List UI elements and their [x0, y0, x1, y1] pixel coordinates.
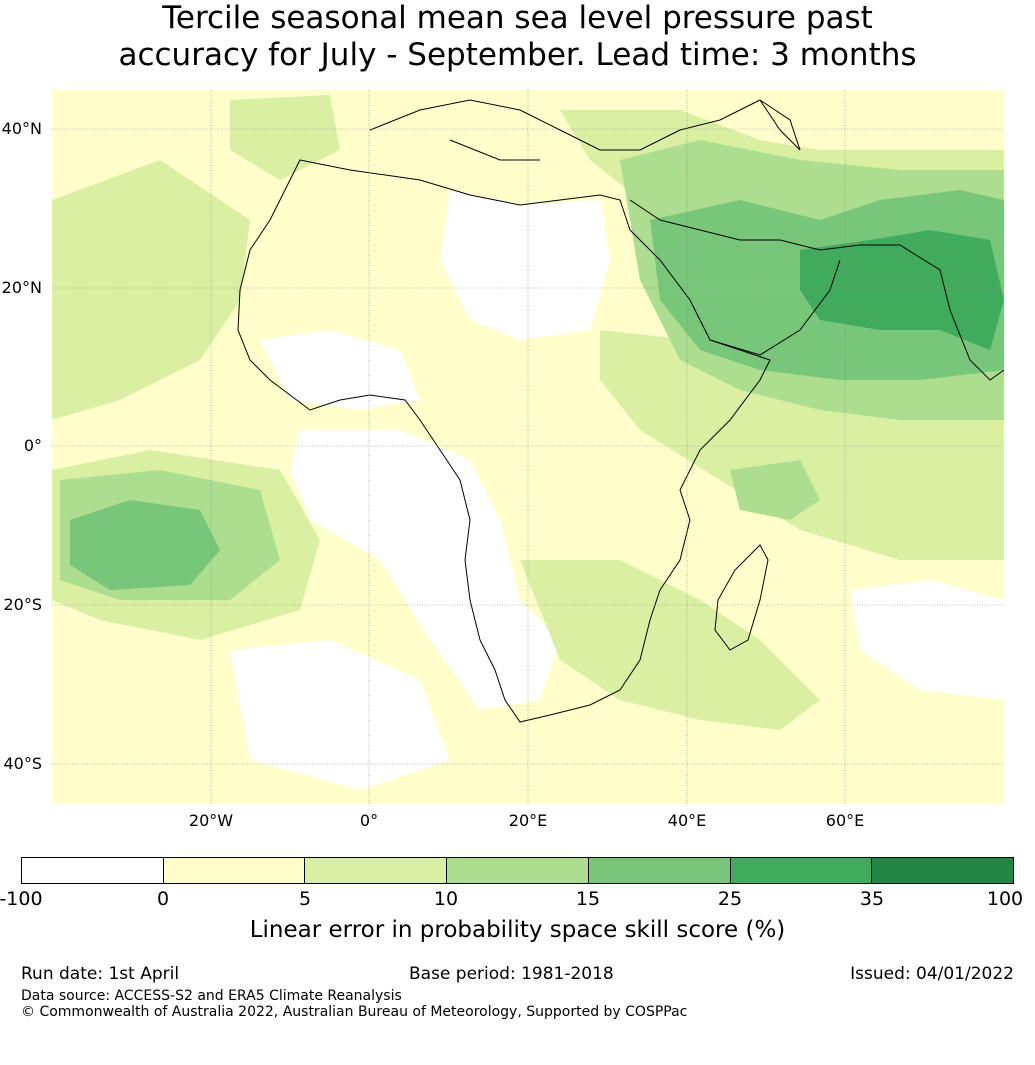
base-period: Base period: 1981-2018	[409, 964, 614, 984]
lat-label-20s: 20°S	[3, 595, 42, 614]
region-south-indian-low-skill	[850, 580, 1004, 700]
lat-label-40s: 40°S	[3, 754, 42, 773]
lon-label-20w: 20°W	[188, 811, 234, 830]
skill-regions	[52, 95, 1004, 790]
europe-coastline	[369, 99, 761, 161]
lon-label-40e: 40°E	[667, 811, 707, 830]
region-indian-subcontinent-very-high-skill	[800, 230, 1004, 350]
gridlines	[52, 90, 1004, 804]
title-line-1: Tercile seasonal mean sea level pressure…	[162, 0, 873, 36]
region-atlantic-moderate-skill	[52, 160, 250, 420]
region-west-africa-low-skill	[260, 330, 420, 410]
colorbar	[21, 857, 1014, 884]
lat-label-20n: 20°N	[1, 278, 42, 297]
colorbar-tick: 10	[433, 888, 459, 910]
colorbar-segment-3	[305, 858, 448, 883]
data-source: Data source: ACCESS-S2 and ERA5 Climate …	[21, 988, 402, 1004]
colorbar-tick: 35	[859, 888, 885, 910]
madagascar-coastline	[714, 544, 769, 651]
colorbar-segment-4	[447, 858, 589, 883]
region-north-skill	[230, 95, 340, 180]
region-southern-africa-skill	[520, 560, 820, 730]
colorbar-tick: 15	[575, 888, 601, 910]
region-sahara-low-skill	[440, 190, 610, 340]
region-gulf-guinea-low-skill	[290, 430, 560, 710]
lat-label-equator: 0°	[23, 436, 42, 455]
lat-label-40n: 40°N	[1, 119, 42, 138]
africa-coastline	[237, 159, 771, 723]
lon-label-20e: 20°E	[508, 811, 548, 830]
colorbar-tick: 25	[717, 888, 743, 910]
chart-title: Tercile seasonal mean sea level pressure…	[0, 0, 1035, 74]
colorbar-segment-1	[22, 858, 164, 883]
region-south-atlantic-low-skill	[230, 640, 450, 790]
issued-date: Issued: 04/01/2022	[850, 964, 1014, 984]
colorbar-tick: 100	[986, 888, 1024, 910]
colorbar-tick: 5	[298, 888, 312, 910]
colorbar-segment-6	[730, 858, 873, 883]
colorbar-label: Linear error in probability space skill …	[249, 917, 786, 943]
lon-label-60e: 60°E	[825, 811, 865, 830]
colorbar-segment-7	[872, 858, 1014, 883]
colorbar-segment-5	[588, 858, 731, 883]
caspian-coastline	[759, 99, 801, 151]
title-line-2: accuracy for July - September. Lead time…	[118, 37, 917, 73]
region-tropical-atlantic-high-skill	[70, 500, 220, 590]
colorbar-segment-2	[163, 858, 306, 883]
coastlines	[237, 99, 1004, 723]
colorbar-tick: 0	[156, 888, 170, 910]
region-indian-ocean-skill	[730, 460, 820, 520]
run-date: Run date: 1st April	[21, 964, 180, 984]
colorbar-tick: -100	[0, 888, 43, 910]
arabia-coastline	[629, 199, 1004, 381]
lon-label-0: 0°	[359, 811, 379, 830]
copyright: © Commonwealth of Australia 2022, Austra…	[21, 1004, 688, 1020]
